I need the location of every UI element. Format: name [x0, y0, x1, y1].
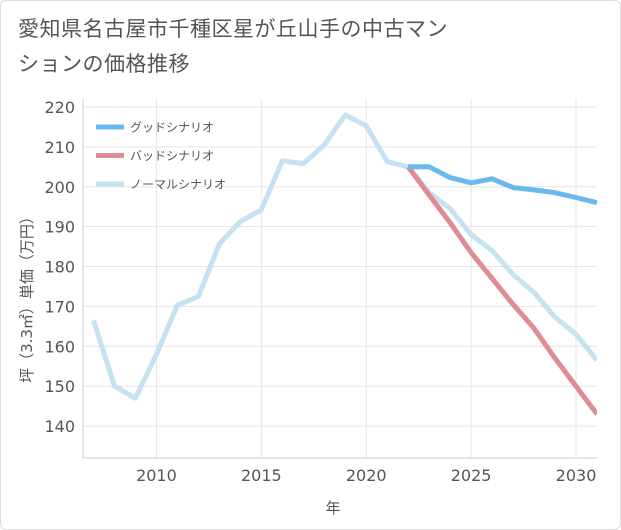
x-tick-label: 2030 [556, 466, 597, 485]
y-tick-labels: 140 150 160 170 180 190 200 210 220 [44, 98, 75, 436]
x-tick-label: 2010 [136, 466, 177, 485]
series-line-good [408, 164, 597, 206]
legend-label: ノーマルシナリオ [130, 178, 226, 192]
legend-label: バッドシナリオ [130, 149, 214, 163]
x-axis-label: 年 [325, 499, 340, 517]
y-tick-label: 140 [44, 417, 75, 436]
series-lines [91, 112, 597, 416]
x-tick-labels: 2010 2015 2020 2025 2030 [136, 466, 596, 485]
y-tick-label: 210 [44, 138, 75, 157]
y-tick-label: 160 [44, 337, 75, 356]
y-tick-label: 190 [44, 218, 75, 237]
y-tick-label: 180 [44, 258, 75, 277]
series-line-normal [91, 112, 597, 401]
legend-label: グッドシナリオ [130, 121, 214, 135]
x-tick-label: 2015 [241, 466, 282, 485]
y-tick-label: 200 [44, 178, 75, 197]
x-tick-label: 2020 [346, 466, 387, 485]
axes [82, 99, 597, 459]
grid-lines [83, 99, 597, 458]
series-line-bad [406, 165, 597, 416]
y-axis-label: 坪（3.3㎡）単価（万円） [18, 209, 36, 383]
x-tick-label: 2025 [451, 466, 492, 485]
y-tick-label: 220 [44, 98, 75, 117]
chart-title: 愛知県名古屋市千種区星が丘山手の中古マンションの価格推移 [18, 17, 448, 76]
y-tick-label: 150 [44, 377, 75, 396]
y-tick-label: 170 [44, 297, 75, 316]
